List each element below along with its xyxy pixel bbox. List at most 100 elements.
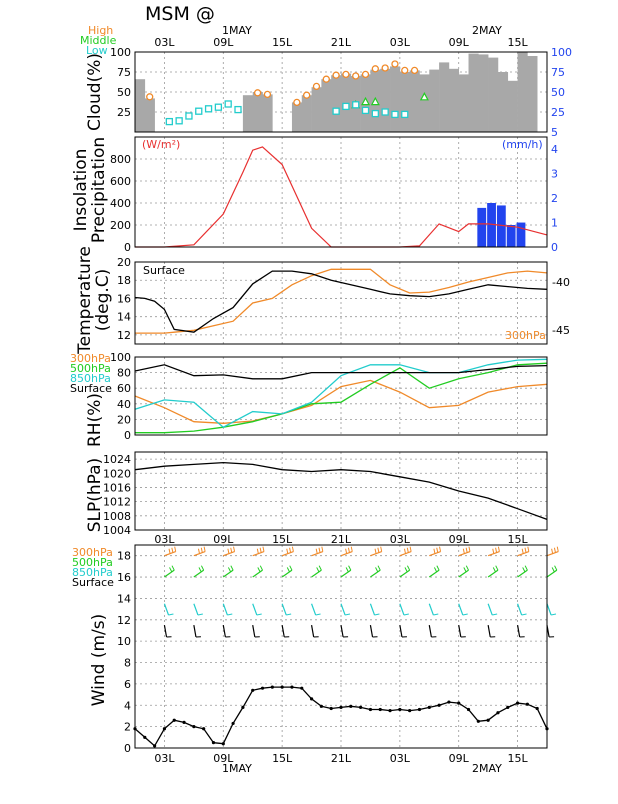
cloud-low-point <box>235 107 241 113</box>
cloud-bar <box>527 56 537 132</box>
wind-barb-300-feather <box>201 548 202 553</box>
wind-barb-300-feather <box>410 547 411 552</box>
temperature-panel: Surface 300hPa Temperature (deg.C) 12141… <box>75 246 570 355</box>
time-tick-label: 09L <box>213 533 234 546</box>
cloud-high-point <box>255 90 261 96</box>
time-tick-label: 09L <box>449 752 470 765</box>
wind-barb-500-feather <box>349 566 351 570</box>
cloud-ytick-right: 75 <box>551 66 565 79</box>
rh-ylabel: RH(%) <box>85 393 105 447</box>
cloud-high-point <box>313 83 319 89</box>
cloud-bar <box>400 72 410 132</box>
cloud-low-point <box>225 101 231 107</box>
wind-barb-500 <box>518 570 528 577</box>
wind-point <box>526 703 529 706</box>
wind-barb-300-feather <box>351 547 352 552</box>
cloud-bar <box>135 79 145 132</box>
temp-ytick-right: -40 <box>552 276 570 289</box>
insolation-ytick: 0 <box>124 241 131 254</box>
wind-barb-850-feather <box>286 614 291 615</box>
precip-ytick: 4 <box>551 143 558 156</box>
temp-ytick: 12 <box>117 329 131 342</box>
wind-ytick: 10 <box>117 635 131 648</box>
wind-barb-300-feather <box>169 549 170 554</box>
cloud-bar <box>478 54 488 132</box>
wind-ytick: 4 <box>124 699 131 712</box>
cloud-bar <box>410 70 420 132</box>
cloud-low-point <box>206 106 212 112</box>
wind-point <box>300 687 303 690</box>
precip-ylabel: Precipitation <box>89 137 109 243</box>
wind-barb-500 <box>223 570 233 577</box>
wind-barb-500-feather <box>434 567 436 571</box>
wind-barb-500 <box>370 570 380 577</box>
insolation-ytick: 800 <box>110 153 131 166</box>
time-tick-label: 03L <box>390 533 411 546</box>
rh-ytick: 0 <box>124 429 131 442</box>
precip-bar <box>517 223 526 247</box>
wind-point <box>516 702 519 705</box>
cloud-bar <box>263 94 273 132</box>
wind-barb-300-feather <box>522 549 523 554</box>
wind-barb-850 <box>370 604 374 615</box>
wind-barb-850 <box>547 604 551 615</box>
wind-point <box>437 704 440 707</box>
wind-barb-300-feather <box>231 548 232 553</box>
wind-barb-surface <box>194 625 196 637</box>
wind-panel: 300hPa 500hPa 850hPa Surface Wind (m/s) … <box>72 545 558 755</box>
wind-point <box>369 708 372 711</box>
wind-barb-500-feather <box>552 567 554 571</box>
wind-barb-300-feather <box>463 549 464 554</box>
wind-point <box>487 719 490 722</box>
insolation-unit: (W/m²) <box>142 138 180 151</box>
wind-barb-300-feather <box>319 548 320 553</box>
wind-ytick: 0 <box>124 742 131 755</box>
cloud-high-point <box>392 61 398 67</box>
wind-barb-500-feather <box>172 566 174 570</box>
time-tick-label: 03L <box>154 36 175 49</box>
precip-ytick: 3 <box>551 168 558 181</box>
wind-point <box>202 727 205 730</box>
wind-ytick: 6 <box>124 678 131 691</box>
cloud-bar <box>518 52 528 132</box>
slp-ytick: 1012 <box>103 496 131 509</box>
wind-barb-500-feather <box>199 567 201 571</box>
wind-point <box>330 707 333 710</box>
wind-barb-500-feather <box>201 566 203 570</box>
wind-point <box>212 741 215 744</box>
time-tick-label: 15L <box>508 36 529 49</box>
cloud-bar <box>390 66 400 132</box>
wind-ytick: 14 <box>117 592 131 605</box>
cloud-high-point <box>304 92 310 98</box>
wind-barb-850-feather <box>463 614 468 615</box>
cloud-low-point <box>353 102 359 108</box>
cloud-ytick-right: 50 <box>551 86 565 99</box>
cloud-bar <box>331 75 341 132</box>
temp-surface-label: Surface <box>143 264 185 277</box>
cloud-ytick: 100 <box>110 46 131 59</box>
wind-barb-500 <box>164 570 174 577</box>
cloud-high-point <box>402 67 408 73</box>
cloud-bar <box>253 92 263 132</box>
wind-barb-300-feather <box>290 548 291 553</box>
wind-barb-300-feather <box>554 548 555 553</box>
wind-barb-surface <box>370 625 372 637</box>
wind-ytick: 18 <box>117 550 131 563</box>
wind-barb-300-feather <box>346 549 347 554</box>
wind-point <box>143 736 146 739</box>
wind-point <box>241 706 244 709</box>
wind-barb-850 <box>459 604 463 615</box>
cloud-bar <box>321 79 331 132</box>
wind-barb-surface <box>253 625 255 637</box>
wind-point <box>231 722 234 725</box>
wind-barb-300-feather <box>204 547 205 552</box>
wind-barb-850-feather <box>522 614 527 615</box>
wind-barb-300-feather <box>348 548 349 553</box>
wind-point <box>428 706 431 709</box>
wind-point <box>496 711 499 714</box>
wind-barb-500-feather <box>228 567 230 571</box>
cloud-low-point <box>333 108 339 114</box>
wind-point <box>192 725 195 728</box>
